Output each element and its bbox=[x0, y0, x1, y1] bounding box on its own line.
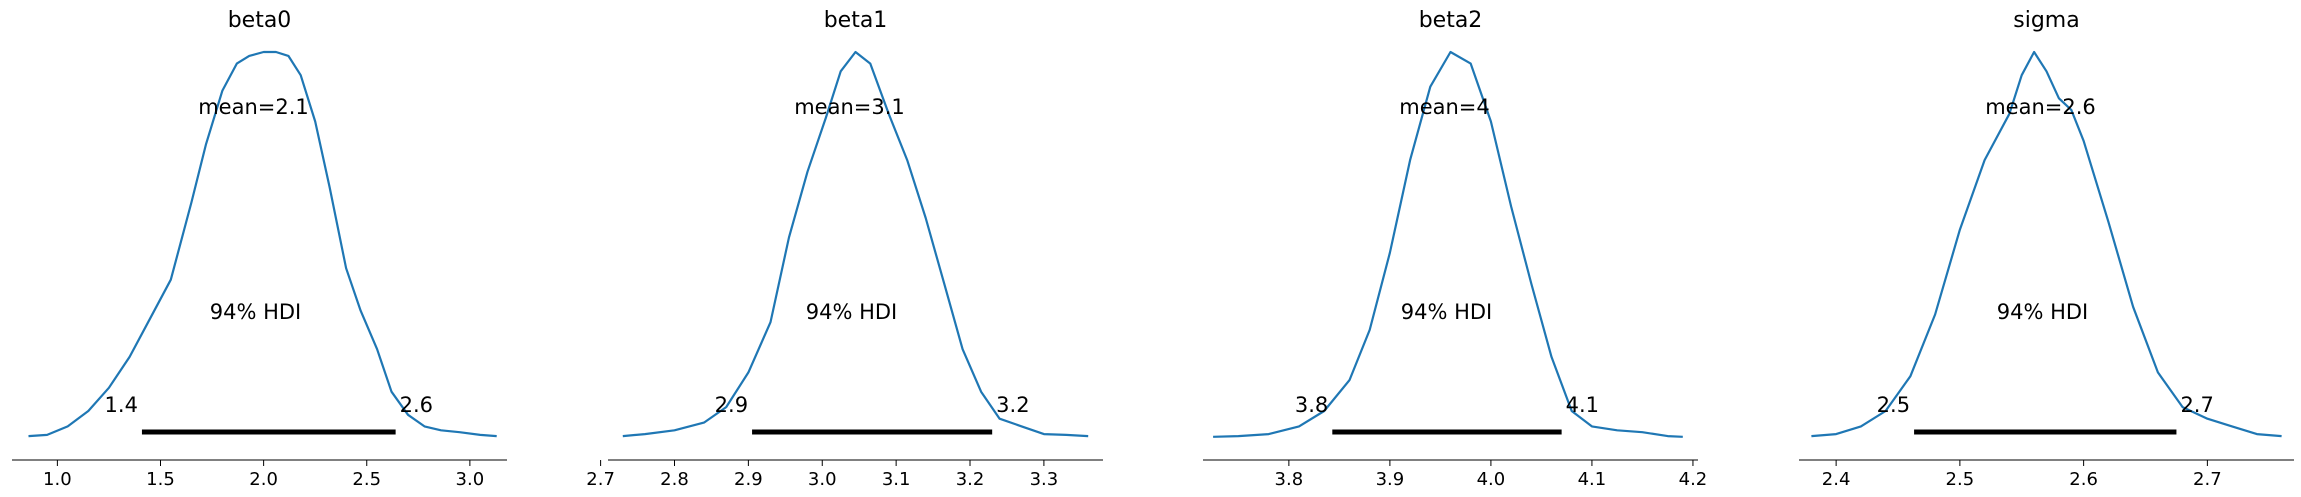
hdi-upper-label: 4.1 bbox=[1566, 393, 1599, 417]
hdi-lower-label: 2.9 bbox=[715, 393, 748, 417]
x-tick-label: 2.7 bbox=[2193, 469, 2222, 490]
mean-label: mean=4 bbox=[1399, 95, 1490, 119]
hdi-label: 94% HDI bbox=[1401, 300, 1493, 324]
x-tick-label: 3.3 bbox=[1030, 469, 1059, 490]
panel-beta2: 3.8 4.1 94% HDI mean=4 beta2 3.8 3.9 4.0 4.1 4.2 bbox=[1203, 8, 1707, 490]
panel-beta1: 2.9 3.2 94% HDI mean=3.1 beta1 2.7 2.8 2.9 3.0 3.… bbox=[586, 8, 1103, 490]
x-tick-label: 3.0 bbox=[456, 469, 485, 490]
x-tick-label: 4.0 bbox=[1477, 469, 1506, 490]
x-tick-label: 3.2 bbox=[956, 469, 985, 490]
x-tick-label: 3.0 bbox=[808, 469, 837, 490]
x-tick-label: 2.5 bbox=[352, 469, 381, 490]
hdi-lower-label: 2.5 bbox=[1877, 393, 1910, 417]
x-tick-label: 1.0 bbox=[43, 469, 72, 490]
panel-sigma: 2.5 2.7 94% HDI mean=2.6 sigma 2.4 2.5 2.6 2.7 bbox=[1799, 8, 2294, 490]
x-tick-label: 2.0 bbox=[249, 469, 278, 490]
mean-label: mean=3.1 bbox=[794, 95, 905, 119]
hdi-label: 94% HDI bbox=[1997, 300, 2089, 324]
x-tick-label: 3.1 bbox=[882, 469, 911, 490]
mean-label: mean=2.1 bbox=[198, 95, 309, 119]
x-tick-label: 3.9 bbox=[1376, 469, 1405, 490]
hdi-label: 94% HDI bbox=[806, 300, 898, 324]
x-tick-label: 4.2 bbox=[1679, 469, 1708, 490]
hdi-upper-label: 2.6 bbox=[400, 393, 433, 417]
hdi-label: 94% HDI bbox=[210, 300, 302, 324]
density-curve bbox=[1811, 50, 2282, 438]
hdi-upper-label: 3.2 bbox=[996, 393, 1029, 417]
panel-title: beta0 bbox=[228, 8, 292, 33]
x-tick-label: 2.4 bbox=[1822, 469, 1851, 490]
hdi-upper-label: 2.7 bbox=[2180, 393, 2213, 417]
x-tick-label: 2.6 bbox=[2069, 469, 2098, 490]
x-tick-label: 4.1 bbox=[1578, 469, 1607, 490]
x-tick-label: 1.5 bbox=[146, 469, 175, 490]
x-tick-label: 2.9 bbox=[734, 469, 763, 490]
panel-title: beta2 bbox=[1419, 8, 1483, 33]
x-tick-label: 2.8 bbox=[660, 469, 689, 490]
x-tick-label: 2.5 bbox=[1946, 469, 1975, 490]
density-curve bbox=[28, 50, 497, 438]
mean-label: mean=2.6 bbox=[1985, 95, 2096, 119]
panel-title: beta1 bbox=[824, 8, 888, 33]
hdi-lower-label: 1.4 bbox=[105, 393, 138, 417]
density-curve bbox=[622, 50, 1089, 438]
panel-beta0: 1.4 2.6 94% HDI mean=2.1 beta0 1.0 1.5 2.0 2.5 3.… bbox=[12, 8, 507, 490]
panel-title: sigma bbox=[2013, 8, 2079, 33]
density-curve bbox=[1213, 50, 1683, 438]
hdi-lower-label: 3.8 bbox=[1295, 393, 1328, 417]
x-tick-label: 3.8 bbox=[1275, 469, 1304, 490]
x-tick-label: 2.7 bbox=[586, 469, 615, 490]
